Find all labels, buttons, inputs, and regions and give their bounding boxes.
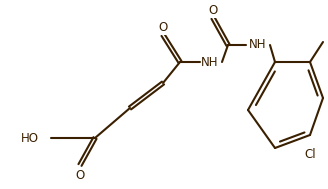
Text: HO: HO (21, 132, 39, 145)
Text: NH: NH (201, 56, 219, 68)
Text: O: O (75, 169, 85, 182)
Text: O: O (208, 4, 217, 17)
Text: Cl: Cl (304, 148, 316, 161)
Text: NH: NH (249, 39, 267, 51)
Text: O: O (158, 21, 168, 34)
